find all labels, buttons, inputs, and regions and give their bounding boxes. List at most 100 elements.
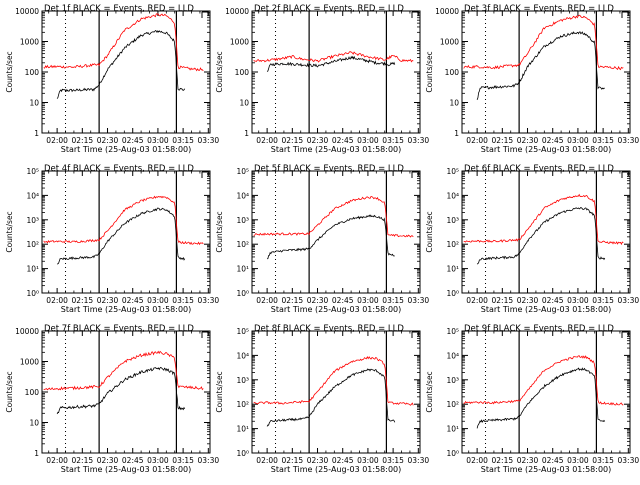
y-tick-label: 10⁰ <box>446 289 459 298</box>
x-tick-label: 02:45 <box>122 456 144 465</box>
y-tick-label: 10000 <box>15 7 39 16</box>
plot-frame <box>41 170 211 294</box>
lld-series-line <box>43 195 204 246</box>
x-tick-label: 03:00 <box>567 456 589 465</box>
x-tick-label: 03:30 <box>198 456 220 465</box>
x-tick-label: 02:15 <box>492 456 514 465</box>
plot-frame <box>41 330 211 454</box>
y-tick-label: 10⁰ <box>446 449 459 458</box>
y-tick-label: 10⁰ <box>236 289 249 298</box>
y-tick-label: 10² <box>26 240 39 249</box>
x-tick-label: 02:15 <box>492 136 514 145</box>
x-tick-label: 03:00 <box>357 456 379 465</box>
y-tick-label: 10³ <box>236 376 249 385</box>
y-tick-label: 10⁴ <box>236 191 249 200</box>
y-tick-label: 10⁰ <box>26 289 39 298</box>
x-tick-label: 02:30 <box>517 456 539 465</box>
x-tick-label: 02:00 <box>256 296 278 305</box>
y-tick-label: 10⁵ <box>236 327 249 336</box>
plot-frame <box>461 170 631 294</box>
lld-series-line <box>253 196 414 238</box>
y-axis-label: Counts/sec <box>425 51 434 92</box>
x-tick-label: 03:15 <box>172 456 194 465</box>
detector-panel-4: Det 4f BLACK = Events, RED = LLD 10⁰ 10¹ 10… <box>5 164 219 314</box>
events-series-line <box>476 31 605 100</box>
y-tick-label: 10⁵ <box>236 167 249 176</box>
y-tick-label: 10¹ <box>26 265 39 274</box>
x-tick-label: 03:30 <box>408 136 430 145</box>
y-tick-label: 10² <box>236 240 249 249</box>
x-axis-label: Start Time (25-Aug-03 01:58:00) <box>271 145 402 154</box>
lld-series-line <box>43 350 204 391</box>
y-axis-label: Counts/sec <box>425 211 434 252</box>
y-tick-label: 10² <box>446 240 459 249</box>
detector-panel-6: Det 6f BLACK = Events, RED = LLD 10⁰ 10¹ 10… <box>425 164 639 314</box>
lld-series-line <box>253 51 414 63</box>
x-tick-label: 02:30 <box>97 136 119 145</box>
x-axis-label: Start Time (25-Aug-03 01:58:00) <box>61 305 192 314</box>
x-tick-label: 03:30 <box>618 456 640 465</box>
y-tick-label: 10² <box>446 400 459 409</box>
x-tick-label: 02:15 <box>282 456 304 465</box>
x-tick-label: 03:15 <box>592 296 614 305</box>
x-tick-label: 03:00 <box>147 136 169 145</box>
corner-glyph <box>621 11 628 18</box>
y-tick-label: 10³ <box>236 216 249 225</box>
x-tick-label: 02:15 <box>72 456 94 465</box>
x-tick-label: 02:00 <box>46 136 68 145</box>
x-tick-label: 02:00 <box>46 296 68 305</box>
x-tick-label: 02:00 <box>46 456 68 465</box>
x-tick-label: 02:30 <box>307 456 329 465</box>
y-tick-label: 1 <box>34 449 39 458</box>
x-axis-label: Start Time (25-Aug-03 01:58:00) <box>271 305 402 314</box>
y-axis-label: Counts/sec <box>5 371 14 412</box>
x-tick-label: 03:00 <box>357 296 379 305</box>
y-tick-label: 10¹ <box>236 425 249 434</box>
events-series-line <box>266 214 395 260</box>
x-tick-label: 02:45 <box>122 296 144 305</box>
y-tick-label: 10⁵ <box>446 327 459 336</box>
y-axis-label: Counts/sec <box>5 51 14 92</box>
y-tick-label: 10³ <box>26 216 39 225</box>
y-axis-label: Counts/sec <box>425 371 434 412</box>
x-axis-label: Start Time (25-Aug-03 01:58:00) <box>61 145 192 154</box>
plot-frame <box>461 10 631 134</box>
y-tick-label: 10⁰ <box>236 449 249 458</box>
x-tick-label: 03:30 <box>618 296 640 305</box>
y-tick-label: 10⁴ <box>26 191 39 200</box>
y-tick-label: 10² <box>236 400 249 409</box>
x-tick-label: 02:15 <box>492 296 514 305</box>
y-tick-label: 10⁴ <box>446 191 459 200</box>
x-tick-label: 02:15 <box>72 136 94 145</box>
lld-series-line <box>253 356 414 406</box>
x-tick-label: 03:00 <box>567 296 589 305</box>
lld-series-line <box>463 355 624 406</box>
lld-series-line <box>463 14 624 71</box>
x-tick-label: 02:45 <box>122 136 144 145</box>
events-series-line <box>266 368 396 427</box>
x-tick-label: 02:30 <box>97 456 119 465</box>
detector-panel-8: Det 8f BLACK = Events, RED = LLD 10⁰ 10¹ 10… <box>215 324 429 474</box>
x-tick-label: 02:45 <box>332 456 354 465</box>
corner-glyph <box>201 331 208 338</box>
x-tick-label: 02:45 <box>542 296 564 305</box>
y-tick-label: 10 <box>29 99 39 108</box>
panel-title: Det 9f BLACK = Events, RED = LLD <box>464 324 614 334</box>
events-series-line <box>476 207 606 265</box>
y-tick-label: 1000 <box>20 358 39 367</box>
y-tick-label: 10⁴ <box>446 351 459 360</box>
y-tick-label: 100 <box>25 388 40 397</box>
x-tick-label: 02:15 <box>282 296 304 305</box>
detector-panel-3: Det 3f BLACK = Events, RED = LLD 1 10 100 10… <box>425 4 639 154</box>
y-tick-label: 10¹ <box>236 265 249 274</box>
y-tick-label: 10000 <box>225 7 249 16</box>
plot-frame <box>251 330 421 454</box>
x-tick-label: 03:15 <box>592 456 614 465</box>
detector-panel-9: Det 9f BLACK = Events, RED = LLD 10⁰ 10¹ 10… <box>425 324 639 474</box>
panel-title: Det 5f BLACK = Events, RED = LLD <box>254 164 404 174</box>
x-axis-label: Start Time (25-Aug-03 01:58:00) <box>481 305 612 314</box>
x-tick-label: 02:30 <box>517 136 539 145</box>
detector-panel-7: Det 7f BLACK = Events, RED = LLD 1 10 100 10… <box>5 324 219 474</box>
y-tick-label: 10¹ <box>446 265 459 274</box>
